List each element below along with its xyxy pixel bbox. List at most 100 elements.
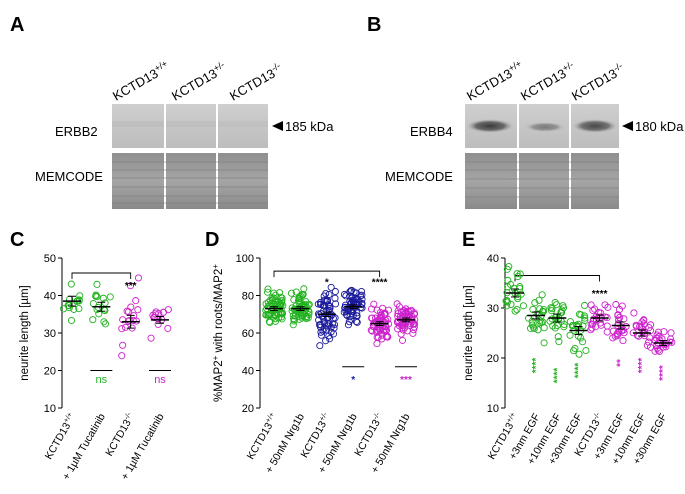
significance-stars: ***	[400, 375, 412, 386]
data-point	[530, 314, 538, 322]
data-point	[560, 320, 568, 329]
significance-stars: ****	[592, 289, 608, 300]
data-point	[100, 318, 108, 326]
data-point	[581, 301, 589, 310]
data-point	[531, 299, 539, 307]
data-point	[287, 289, 295, 297]
data-point	[327, 328, 335, 336]
data-point	[393, 300, 401, 308]
ns-label: ns	[96, 374, 108, 386]
data-point	[353, 312, 361, 320]
data-point	[405, 310, 413, 318]
data-point	[381, 318, 389, 327]
data-point	[560, 323, 568, 331]
data-point	[278, 296, 286, 305]
panel-label-c: C	[10, 229, 24, 251]
data-point	[322, 337, 330, 345]
y-axis-label: neurite length [µm]	[19, 285, 31, 380]
data-point	[398, 336, 407, 344]
data-point	[554, 333, 562, 341]
data-point	[323, 296, 332, 304]
data-point	[589, 306, 597, 314]
data-point	[316, 323, 325, 331]
data-point	[264, 288, 272, 296]
data-point	[528, 317, 536, 325]
data-point	[570, 347, 578, 355]
group-5	[609, 300, 630, 345]
data-point	[357, 287, 366, 296]
data-point	[639, 328, 647, 336]
arrow-icon	[622, 121, 633, 131]
data-point	[121, 323, 130, 331]
row-label-memcode-b: MEMCODE	[385, 169, 453, 184]
data-point	[581, 314, 589, 322]
panel-label-b: B	[367, 14, 381, 36]
data-point	[332, 300, 340, 308]
data-point	[575, 350, 583, 358]
y-tick-label: 40	[242, 366, 254, 378]
group-0	[502, 263, 527, 315]
group-4	[367, 300, 393, 348]
significance-stars: ****	[637, 358, 648, 374]
data-point	[341, 301, 350, 309]
marker-label-a: 185 kDa	[285, 119, 334, 134]
data-point	[582, 346, 590, 355]
data-point	[123, 307, 131, 315]
y-tick-label: 10	[487, 403, 499, 415]
lane-label-b-3: KCTD13-/-	[569, 61, 628, 104]
significance-stars: ****	[372, 277, 388, 288]
y-axis-label: %MAP2+ with roots/MAP2+	[211, 264, 226, 402]
data-point	[504, 283, 512, 291]
data-point	[265, 318, 273, 326]
data-point	[618, 327, 626, 335]
data-point	[402, 308, 410, 317]
data-point	[331, 294, 339, 302]
data-point	[342, 292, 350, 300]
group-2	[118, 274, 143, 360]
data-point	[513, 270, 521, 278]
data-point	[89, 299, 97, 308]
data-point	[618, 302, 626, 310]
y-tick-label: 20	[487, 353, 499, 365]
data-point	[597, 309, 605, 317]
data-point	[305, 300, 313, 309]
y-tick-label: 40	[44, 291, 56, 303]
data-point	[314, 300, 322, 308]
y-tick-label: 30	[44, 328, 56, 340]
group-3	[566, 301, 590, 358]
data-point	[67, 280, 75, 288]
data-point	[164, 324, 172, 332]
data-point	[536, 319, 544, 327]
data-point	[266, 318, 274, 326]
lane-label-a-3: KCTD13-/-	[227, 61, 286, 104]
y-tick-label: 80	[242, 291, 254, 303]
data-point	[101, 320, 110, 328]
data-point	[67, 316, 76, 325]
data-point	[271, 315, 279, 323]
data-point	[59, 305, 68, 313]
significance-stars: *	[325, 277, 329, 288]
data-point	[514, 295, 522, 303]
data-point	[661, 341, 669, 349]
data-point	[622, 322, 630, 331]
data-point	[619, 337, 627, 345]
data-point	[503, 302, 511, 310]
group-1	[287, 285, 313, 329]
data-point	[660, 328, 668, 336]
data-point	[553, 322, 561, 330]
data-point	[620, 329, 628, 337]
lane-labels-b: KCTD13+/+ KCTD13+/- KCTD13-/-	[464, 58, 628, 104]
data-point	[270, 294, 278, 302]
arrow-icon	[272, 121, 283, 131]
data-point	[316, 342, 324, 350]
data-point	[132, 297, 140, 305]
data-point	[101, 299, 109, 307]
blot-memcode-a	[112, 153, 268, 209]
significance-bracket	[514, 275, 601, 282]
data-point	[324, 301, 332, 309]
data-point	[345, 318, 353, 326]
data-point	[503, 265, 511, 273]
data-point	[651, 347, 659, 355]
